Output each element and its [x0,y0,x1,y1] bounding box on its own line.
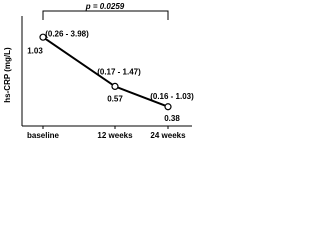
point [39,33,47,41]
chart: hs-CRP (mg/L) p = 0.0259 baseline 12 week… [3,2,194,140]
significance-bracket [42,10,169,20]
x-tick-label: 24 weeks [150,131,186,140]
p-value-label: p = 0.0259 [85,2,125,11]
point [111,82,119,91]
range-annotation: (0.26 - 3.98) [45,29,89,38]
range-annotation: (0.17 - 1.47) [97,68,141,77]
x-tick-label: 12 weeks [97,131,133,140]
value-label: 0.38 [164,114,180,123]
point [164,103,172,111]
x-tick-label: baseline [27,131,60,140]
y-axis-label: hs-CRP (mg/L) [3,47,12,103]
value-label: 0.57 [107,95,123,104]
value-label: 1.03 [27,46,43,55]
range-annotation: (0.16 - 1.03) [150,92,194,101]
